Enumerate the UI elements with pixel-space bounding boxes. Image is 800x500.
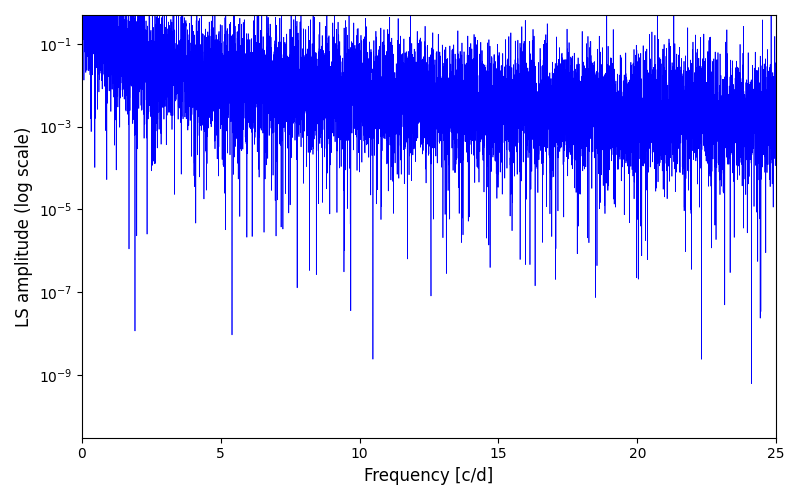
X-axis label: Frequency [c/d]: Frequency [c/d]	[364, 467, 494, 485]
Y-axis label: LS amplitude (log scale): LS amplitude (log scale)	[15, 126, 33, 326]
